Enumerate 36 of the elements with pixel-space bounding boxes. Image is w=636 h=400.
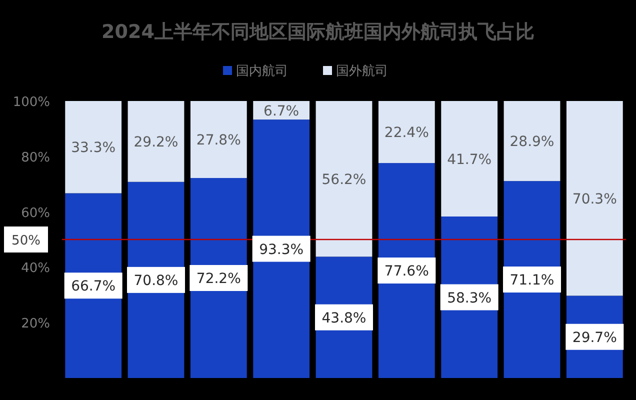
- data-label: 29.7%: [572, 330, 617, 346]
- data-label: 43.8%: [322, 310, 366, 326]
- data-label: 58.3%: [447, 290, 492, 306]
- bar: [253, 120, 310, 378]
- data-label: 28.9%: [510, 134, 554, 150]
- data-label: 70.3%: [572, 191, 617, 208]
- bar: [504, 101, 560, 182]
- data-label: 41.7%: [447, 152, 492, 168]
- bar: [128, 101, 184, 182]
- data-label: 70.8%: [134, 272, 178, 289]
- bar: [190, 101, 247, 178]
- data-label: 6.7%: [264, 103, 300, 120]
- data-label: 71.1%: [510, 272, 554, 289]
- legend-label: 国内航司: [236, 64, 288, 79]
- data-label: 56.2%: [322, 172, 366, 188]
- data-label: 22.4%: [384, 125, 429, 142]
- data-label: 27.8%: [196, 132, 241, 149]
- bar: [65, 101, 122, 194]
- data-label: 72.2%: [196, 271, 241, 288]
- data-label: 33.3%: [71, 140, 116, 156]
- y-tick-label: 20%: [21, 316, 50, 332]
- chart-title: 2024上半年不同地区国际航班国内外航司执飞占比: [102, 21, 534, 43]
- bar: [441, 101, 498, 217]
- y-tick-label: 100%: [12, 95, 50, 110]
- y-tick-label: 60%: [21, 206, 50, 221]
- data-label: 93.3%: [259, 242, 304, 258]
- bar: [378, 101, 435, 164]
- data-label: 77.6%: [384, 264, 429, 280]
- legend-label: 国外航司: [336, 64, 388, 79]
- bar: [566, 101, 623, 296]
- y-tick-label: 40%: [21, 261, 50, 276]
- data-label: 66.7%: [71, 278, 116, 295]
- data-label: 29.2%: [134, 134, 178, 150]
- bar: [316, 101, 372, 257]
- y-tick-label: 80%: [21, 150, 50, 166]
- ref-line-label: 50%: [12, 234, 40, 248]
